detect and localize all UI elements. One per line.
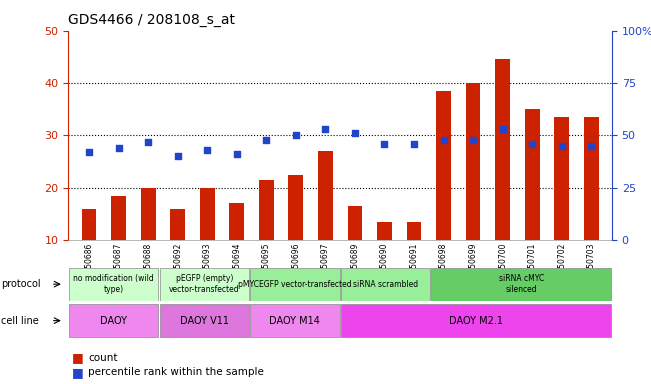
Bar <box>584 117 599 240</box>
Bar <box>69 268 158 301</box>
Bar <box>171 209 185 240</box>
Point <box>409 141 419 147</box>
Point <box>350 130 360 136</box>
Bar <box>259 180 273 240</box>
Point <box>527 141 537 147</box>
Bar <box>495 60 510 240</box>
Point <box>113 145 124 151</box>
Bar <box>250 304 340 337</box>
Text: DAOY: DAOY <box>100 316 127 326</box>
Point <box>143 139 154 145</box>
Point <box>202 147 212 153</box>
Bar <box>250 268 340 301</box>
Bar <box>111 195 126 240</box>
Text: DAOY M2.1: DAOY M2.1 <box>449 316 503 326</box>
Text: percentile rank within the sample: percentile rank within the sample <box>88 367 264 377</box>
Bar <box>81 209 96 240</box>
Text: protocol: protocol <box>1 279 41 289</box>
Text: cell line: cell line <box>1 316 39 326</box>
Point <box>261 136 271 142</box>
Bar <box>69 304 158 337</box>
Point <box>380 141 390 147</box>
Bar <box>436 91 451 240</box>
Bar <box>229 204 244 240</box>
Bar <box>159 304 249 337</box>
Bar <box>377 222 392 240</box>
Text: ■: ■ <box>72 366 83 379</box>
Bar <box>555 117 569 240</box>
Point <box>468 136 478 142</box>
Point <box>557 143 567 149</box>
Text: DAOY V11: DAOY V11 <box>180 316 229 326</box>
Text: siRNA cMYC
silenced: siRNA cMYC silenced <box>499 275 544 294</box>
Point <box>586 143 596 149</box>
Bar <box>318 151 333 240</box>
Bar <box>348 206 363 240</box>
Point <box>438 136 449 142</box>
Point <box>320 126 331 132</box>
Bar <box>407 222 421 240</box>
Point <box>232 151 242 157</box>
Text: DAOY M14: DAOY M14 <box>270 316 320 326</box>
Bar <box>141 188 156 240</box>
Bar <box>200 188 215 240</box>
Bar <box>340 268 430 301</box>
Point <box>497 126 508 132</box>
Bar <box>340 304 611 337</box>
Text: pEGFP (empty)
vector-transfected: pEGFP (empty) vector-transfected <box>169 275 240 294</box>
Bar <box>288 175 303 240</box>
Bar <box>432 268 611 301</box>
Text: GDS4466 / 208108_s_at: GDS4466 / 208108_s_at <box>68 13 236 27</box>
Bar <box>465 83 480 240</box>
Bar <box>159 268 249 301</box>
Point <box>290 132 301 139</box>
Text: pMYCEGFP vector-transfected: pMYCEGFP vector-transfected <box>238 280 352 289</box>
Point <box>84 149 94 155</box>
Point <box>173 153 183 159</box>
Text: ■: ■ <box>72 351 83 364</box>
Text: siRNA scrambled: siRNA scrambled <box>353 280 418 289</box>
Text: no modification (wild
type): no modification (wild type) <box>74 275 154 294</box>
Bar <box>525 109 540 240</box>
Text: count: count <box>88 353 117 363</box>
